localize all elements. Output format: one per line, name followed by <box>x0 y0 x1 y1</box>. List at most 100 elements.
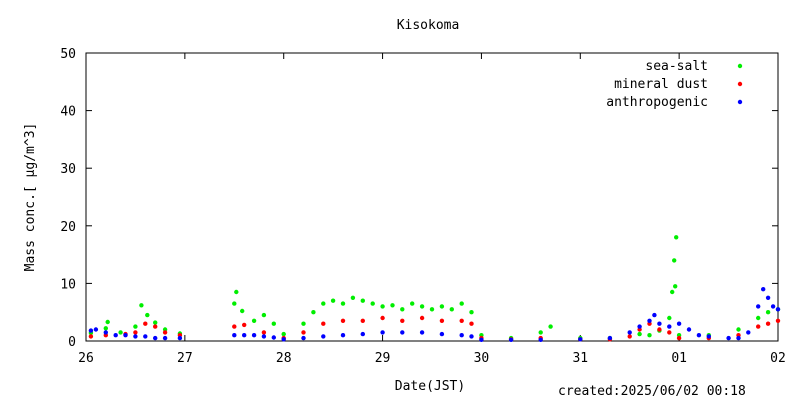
x-tick-label: 26 <box>78 351 94 366</box>
data-point <box>429 307 435 312</box>
data-point <box>88 334 94 339</box>
data-point <box>340 318 346 323</box>
data-point <box>321 301 326 306</box>
data-point <box>746 330 751 335</box>
data-point <box>736 327 741 332</box>
chart-title: Kisokoma <box>397 18 460 33</box>
y-tick-label: 10 <box>60 277 76 292</box>
data-point <box>765 321 771 326</box>
data-point <box>105 319 110 325</box>
data-point <box>390 303 395 308</box>
data-point <box>330 298 336 303</box>
y-axis-label: Mass conc.[ μg/m^3] <box>23 123 38 272</box>
data-point <box>232 324 237 329</box>
data-point <box>548 324 553 329</box>
data-point <box>676 335 682 341</box>
data-point <box>400 318 405 323</box>
data-point <box>311 310 316 315</box>
data-point <box>410 301 415 306</box>
data-point <box>242 322 247 328</box>
data-point <box>234 289 239 295</box>
data-point <box>508 337 514 342</box>
data-point <box>439 331 445 337</box>
data-point <box>162 335 168 341</box>
data-point <box>538 337 543 342</box>
data-point <box>153 335 158 341</box>
data-point <box>676 321 682 326</box>
legend-marker <box>737 99 743 105</box>
legend-marker <box>737 81 743 87</box>
data-point <box>340 333 346 338</box>
data-point <box>133 330 138 335</box>
data-point <box>360 331 365 337</box>
data-point <box>667 324 672 329</box>
series-anthropogenic <box>88 287 781 342</box>
data-point <box>118 330 123 335</box>
legend-label: anthropogenic <box>606 95 708 110</box>
y-tick-label: 50 <box>60 47 76 62</box>
data-point <box>301 321 306 326</box>
data-point <box>775 307 781 312</box>
x-tick-label: 01 <box>671 351 687 366</box>
data-point <box>232 333 237 338</box>
data-point <box>479 337 484 342</box>
data-point <box>657 327 662 332</box>
data-point <box>637 331 642 337</box>
data-point <box>162 330 168 335</box>
legend-label: sea-salt <box>645 59 708 74</box>
y-tick-label: 30 <box>60 162 76 177</box>
data-point <box>321 321 326 326</box>
x-tick-label: 27 <box>177 351 193 366</box>
legend-marker <box>737 63 743 69</box>
data-point <box>143 334 148 339</box>
x-tick-label: 28 <box>276 351 292 366</box>
data-point <box>459 301 464 306</box>
data-point <box>469 321 474 326</box>
data-point <box>761 287 766 292</box>
data-point <box>674 235 679 240</box>
data-point <box>400 330 405 335</box>
data-point <box>400 307 405 312</box>
data-point <box>251 318 257 323</box>
data-point <box>133 324 138 329</box>
data-point <box>657 321 662 326</box>
x-tick-label: 02 <box>770 351 786 366</box>
data-point <box>578 337 583 342</box>
data-point <box>469 310 474 315</box>
data-point <box>103 330 109 335</box>
data-point <box>88 328 94 333</box>
data-point <box>775 318 781 323</box>
series-sea-salt <box>88 235 781 341</box>
x-axis-label: Date(JST) <box>395 379 465 394</box>
data-point <box>667 315 672 321</box>
data-point <box>93 327 99 332</box>
data-point <box>103 326 109 331</box>
data-point <box>145 312 150 318</box>
data-point <box>301 335 306 341</box>
plot-frame <box>85 52 779 342</box>
data-point <box>261 312 267 318</box>
data-point <box>261 334 267 339</box>
x-axis: 26 27 28 29 30 31 01 02 <box>78 53 786 366</box>
data-point <box>232 301 237 306</box>
data-point <box>765 295 771 300</box>
data-point <box>177 335 183 341</box>
data-point <box>123 333 128 338</box>
y-tick-label: 40 <box>60 105 76 120</box>
data-point <box>607 335 613 341</box>
data-point <box>756 304 761 309</box>
legend-label: mineral dust <box>614 77 708 92</box>
data-point <box>301 330 306 335</box>
data-point <box>538 330 543 335</box>
data-point <box>449 307 454 312</box>
data-point <box>756 324 761 329</box>
data-point <box>726 335 731 341</box>
x-tick-label: 30 <box>474 351 490 366</box>
created-timestamp: created:2025/06/02 00:18 <box>558 384 746 399</box>
data-point <box>637 324 642 329</box>
data-point <box>647 318 652 323</box>
data-point <box>652 312 657 318</box>
data-point <box>251 333 257 338</box>
data-layer <box>88 235 781 342</box>
